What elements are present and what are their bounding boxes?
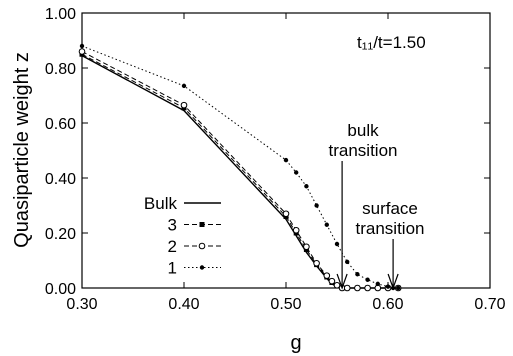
y-tick-label: 0.40 <box>45 171 76 188</box>
data-point <box>304 184 309 189</box>
data-point <box>78 48 86 55</box>
transition-arrow-head <box>336 273 348 290</box>
data-point <box>364 284 371 292</box>
x-tick-label: 0.50 <box>270 296 301 313</box>
data-point <box>323 272 331 279</box>
y-tick-label: 0.80 <box>45 61 76 78</box>
y-axis-title: Quasiparticle weight z <box>11 52 33 248</box>
data-point <box>385 284 391 289</box>
data-point <box>282 210 290 218</box>
transition-annotation-text: transition <box>356 219 425 238</box>
series-line <box>81 51 399 289</box>
data-point <box>283 157 289 163</box>
data-point <box>180 101 188 109</box>
data-point <box>181 83 187 89</box>
x-tick-label: 0.60 <box>372 296 403 313</box>
transition-annotation-text: transition <box>329 141 398 160</box>
data-point <box>375 281 380 287</box>
data-point <box>365 277 370 282</box>
data-point <box>343 284 351 292</box>
y-tick-label: 0.20 <box>45 226 76 243</box>
data-point <box>303 243 310 251</box>
data-point <box>324 222 329 227</box>
transition-arrow-head <box>387 273 399 290</box>
data-point <box>334 241 340 247</box>
data-point <box>314 203 319 208</box>
data-point <box>333 281 341 289</box>
data-point <box>396 285 401 291</box>
series-bulk <box>81 54 399 289</box>
series-line <box>81 45 399 289</box>
transition-annotation-text: bulk <box>347 121 379 140</box>
data-point <box>313 259 320 267</box>
plot-frame <box>81 12 491 289</box>
data-point <box>354 284 361 292</box>
data-point <box>355 272 360 277</box>
parameter-annotation: t₁₁/t=1.50 <box>357 33 426 52</box>
legend-marker-sample <box>198 242 206 250</box>
data-point <box>79 43 85 49</box>
series-line <box>81 54 399 289</box>
y-tick-label: 0.00 <box>45 281 76 298</box>
x-tick-label: 0.40 <box>168 296 199 313</box>
y-tick-label: 0.60 <box>45 116 76 133</box>
data-point <box>294 170 299 175</box>
y-tick-label: 1.00 <box>45 6 76 23</box>
data-point <box>292 226 300 234</box>
legend-label: 3 <box>168 216 177 235</box>
x-tick-label: 0.30 <box>66 296 97 313</box>
transition-annotation-text: surface <box>362 199 418 218</box>
legend-label: Bulk <box>144 194 178 213</box>
legend-label: 1 <box>168 259 177 278</box>
legend-label: 2 <box>168 237 177 256</box>
series-1 <box>79 43 401 291</box>
data-point <box>345 259 350 265</box>
legend-marker-sample <box>199 265 205 270</box>
data-point <box>328 277 336 285</box>
x-axis-title: g <box>290 332 301 354</box>
legend-marker-sample <box>199 222 205 227</box>
x-tick-label: 0.70 <box>474 296 505 313</box>
